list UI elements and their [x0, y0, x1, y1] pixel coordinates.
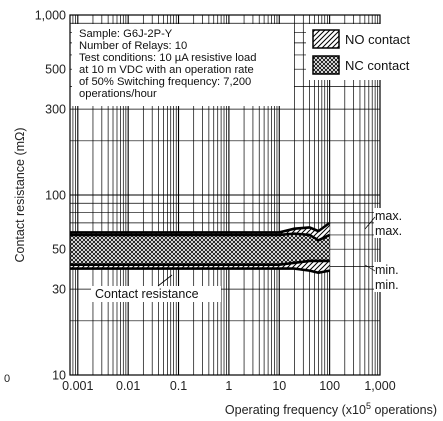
min-leader [364, 264, 376, 272]
legend-swatch-nc-contact [312, 55, 340, 75]
series-lines [70, 221, 331, 275]
note-line: at 10 m VDC with an operation rate [79, 64, 254, 76]
nc-contact-band [70, 233, 330, 265]
legend: NO contact NC contact [306, 24, 410, 80]
note-line: of 50% Switching frequency: 7,200 [79, 76, 251, 88]
x-tick-label: 1,000 [364, 379, 395, 393]
min-label-no: min. [375, 263, 399, 277]
x-tick-label: 0.001 [62, 379, 93, 393]
y-tick-label: 300 [45, 103, 66, 117]
x-axis-label: Operating frequency (x105 operations) [225, 401, 437, 417]
x-tick-labels: 0.001 0.01 0.1 1 10 100 1,000 [62, 379, 396, 393]
y-tick-label: 1,000 [35, 9, 66, 23]
legend-swatch-no-contact [312, 29, 340, 49]
note-line: operations/hour [79, 88, 157, 100]
y-tick-label: 30 [52, 283, 66, 297]
y-tick-label: 500 [45, 63, 66, 77]
y-tick-label: 100 [45, 189, 66, 203]
series-line [70, 259, 330, 266]
max-label-background [374, 208, 402, 238]
note-line: Sample: G6J-2P-Y [79, 28, 173, 40]
stray-label: 0 [4, 373, 10, 385]
y-tick-labels: 1,000 500 300 100 50 30 10 [35, 9, 66, 383]
max-label-no: max. [375, 209, 402, 223]
note-line: Test conditions: 10 µA resistive load [79, 52, 256, 64]
series-line [70, 267, 330, 275]
min-label-background [374, 262, 402, 292]
y-tick-label: 10 [52, 369, 66, 383]
x-tick-label: 100 [319, 379, 340, 393]
min-label-nc: min. [375, 278, 399, 292]
series-line [70, 232, 331, 242]
series-line [70, 221, 331, 234]
band-label-background [91, 286, 221, 302]
legend-label-nc-contact: NC contact [345, 58, 410, 73]
x-tick-label: 0.01 [116, 379, 140, 393]
y-tick-label: 50 [52, 243, 66, 257]
y-axis-label: Contact resistance (mΩ) [13, 127, 27, 262]
max-leader [364, 216, 376, 230]
x-tick-label: 10 [272, 379, 286, 393]
max-label-nc: max. [375, 224, 402, 238]
plot-frame [69, 14, 381, 376]
x-tick-label: 0.1 [170, 379, 187, 393]
note-line: Number of Relays: 10 [79, 40, 187, 52]
band-label-leader [157, 274, 173, 287]
x-tick-label: 1 [225, 379, 232, 393]
legend-label-no-contact: NO contact [345, 32, 410, 47]
notes-box [72, 24, 294, 106]
band-label: Contact resistance [95, 287, 199, 301]
